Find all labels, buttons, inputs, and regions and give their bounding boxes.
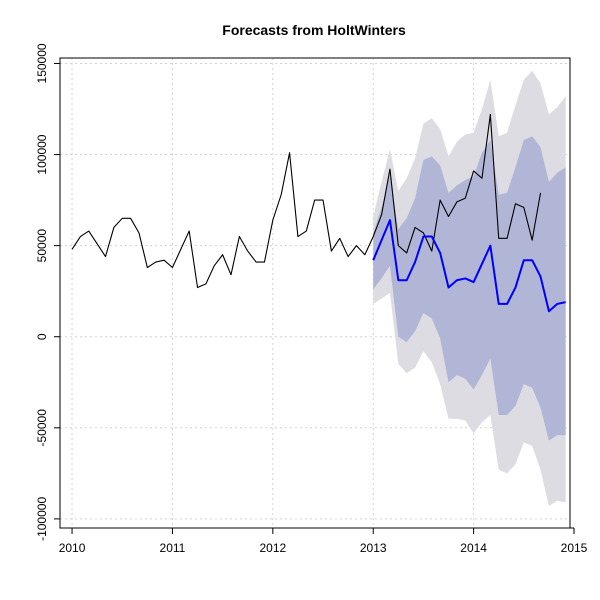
- y-tick-label: 100000: [35, 134, 49, 174]
- y-axis: -100000 -50000 0 50000 100000 150000: [35, 43, 61, 541]
- interval-80-band: [373, 136, 566, 441]
- y-tick-label: 150000: [35, 43, 49, 83]
- y-tick-label: -100000: [35, 497, 49, 541]
- y-tick-label: 50000: [35, 229, 49, 263]
- y-tick-label: 0: [35, 333, 49, 340]
- x-tick-label: 2013: [360, 541, 387, 555]
- prediction-interval-80: [373, 136, 566, 441]
- series: [71, 113, 566, 313]
- x-axis: 2010 2011 2012 2013 2014 2015: [59, 527, 588, 555]
- forecast-line: [372, 219, 566, 313]
- chart-title: Forecasts from HoltWinters: [222, 22, 406, 38]
- x-tick-label: 2014: [460, 541, 487, 555]
- x-tick-label: 2015: [561, 541, 588, 555]
- y-tick-label: -50000: [35, 409, 49, 447]
- x-tick-label: 2010: [59, 541, 86, 555]
- x-tick-label: 2011: [160, 541, 186, 555]
- observed-line: [71, 113, 542, 289]
- x-tick-label: 2012: [259, 541, 286, 555]
